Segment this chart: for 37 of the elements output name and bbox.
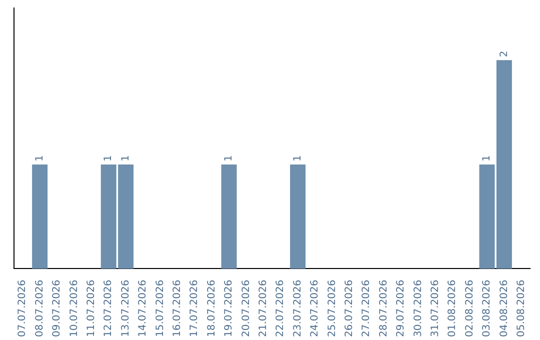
x-tick-label: 21.07.2026 — [258, 280, 269, 338]
x-tick-label: 15.07.2026 — [154, 280, 166, 338]
x-tick-label: 25.07.2026 — [326, 280, 338, 338]
data-label: 2 — [498, 50, 510, 58]
x-tick-label: 05.08.2026 — [516, 280, 527, 338]
x-tick-label: 24.07.2026 — [310, 280, 321, 338]
data-label: 1 — [34, 155, 46, 162]
x-tick-label: 09.07.2026 — [52, 280, 63, 338]
x-tick-label: 20.07.2026 — [240, 280, 252, 338]
x-tick-label: 07.07.2026 — [17, 280, 28, 338]
x-tick-label: 10.07.2026 — [68, 280, 80, 338]
data-label: 1 — [120, 155, 132, 162]
x-tick-label: 30.07.2026 — [412, 280, 424, 338]
x-tick-label: 13.07.2026 — [120, 280, 132, 338]
x-tick-label: 14.07.2026 — [138, 280, 149, 338]
data-label: 1 — [292, 155, 304, 162]
x-tick-label: 08.07.2026 — [34, 280, 46, 338]
x-tick-label: 16.07.2026 — [172, 280, 183, 338]
x-tick-label: 26.07.2026 — [344, 280, 355, 338]
x-tick-label: 29.07.2026 — [396, 280, 407, 338]
x-tick-label: 27.07.2026 — [361, 280, 372, 338]
x-tick-label: 28.07.2026 — [378, 280, 390, 338]
data-label: 1 — [103, 155, 114, 162]
x-tick-label: 23.07.2026 — [292, 280, 304, 338]
x-tick-label: 11.07.2026 — [86, 280, 97, 338]
x-tick-label: 02.08.2026 — [464, 280, 476, 338]
x-tick-label: 12.07.2026 — [103, 280, 114, 338]
x-tick-label: 18.07.2026 — [206, 280, 218, 338]
data-label: 1 — [482, 155, 493, 162]
data-label: 1 — [224, 155, 235, 162]
x-tick-label: 22.07.2026 — [275, 280, 286, 338]
x-tick-label: 19.07.2026 — [224, 280, 235, 338]
x-tick-label: 03.08.2026 — [482, 280, 493, 338]
x-tick-label: 04.08.2026 — [498, 280, 510, 338]
x-tick-label: 01.08.2026 — [447, 280, 458, 338]
x-tick-label: 17.07.2026 — [189, 280, 200, 338]
x-tick-label: 31.07.2026 — [430, 280, 441, 338]
